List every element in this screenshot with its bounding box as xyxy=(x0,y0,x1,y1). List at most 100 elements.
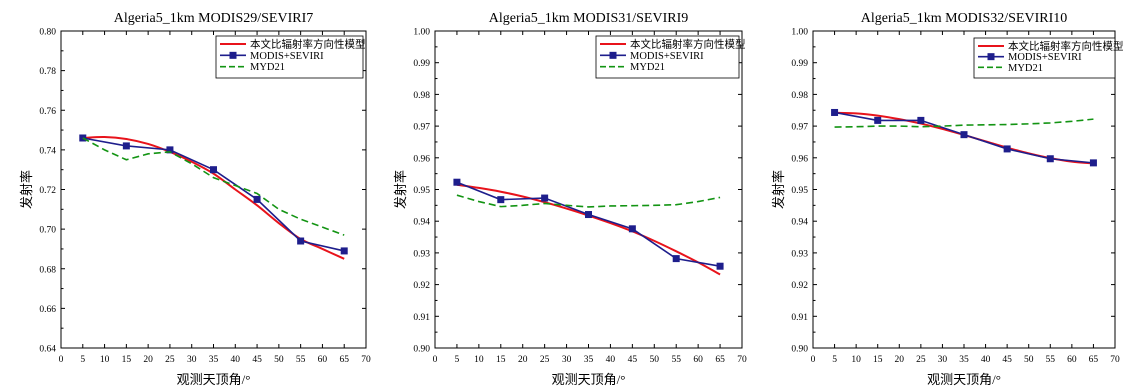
plot-frame xyxy=(812,30,1116,349)
y-tick-label: 0.99 xyxy=(413,59,430,69)
chart-panel-1: Algeria5_1km MODIS29/SEVIRI7 0 5 10 15 20 25 30… xyxy=(19,11,371,387)
x-tick-label: 65 xyxy=(339,355,349,365)
data-point-marker xyxy=(541,194,549,202)
series-line-2 xyxy=(82,137,345,252)
x-tick-label: 40 xyxy=(981,355,991,365)
x-tick-label: 0 xyxy=(811,355,816,365)
y-tick-label: 0.97 xyxy=(413,123,430,133)
y-tick-label: 0.94 xyxy=(413,218,430,228)
y-tick-label: 0.91 xyxy=(791,313,808,323)
x-axis-label: 观测天顶角/° xyxy=(552,372,626,387)
y-tick-label: 0.91 xyxy=(413,313,430,323)
x-tick-label: 0 xyxy=(433,355,438,365)
x-tick-label: 25 xyxy=(916,355,926,365)
data-point-marker xyxy=(1046,155,1054,163)
y-tick-label: 0.74 xyxy=(39,146,56,156)
x-tick-label: 50 xyxy=(274,355,284,365)
x-tick-label: 5 xyxy=(455,355,460,365)
legend-entry: MODIS+SEVIRI xyxy=(250,51,324,62)
legend-entry: MODIS+SEVIRI xyxy=(630,51,704,62)
x-axis-label: 观测天顶角/° xyxy=(177,372,251,387)
data-point-marker xyxy=(122,142,130,150)
y-axis-label: 发射率 xyxy=(19,170,34,209)
data-point-marker xyxy=(166,146,174,154)
legend-entry: MYD21 xyxy=(250,62,285,73)
data-point-marker xyxy=(253,195,261,203)
x-tick-label: 25 xyxy=(540,355,550,365)
y-tick-label: 0.93 xyxy=(413,249,430,259)
x-tick-label: 55 xyxy=(1046,355,1056,365)
x-tick-label: 15 xyxy=(496,355,506,365)
x-tick-label: 45 xyxy=(1002,355,1012,365)
y-axis-label: 发射率 xyxy=(393,170,408,209)
y-tick-label: 0.92 xyxy=(791,281,808,291)
y-tick-label: 1.00 xyxy=(791,28,808,38)
x-tick-label: 55 xyxy=(671,355,681,365)
x-tick-label: 45 xyxy=(252,355,262,365)
series-line-1 xyxy=(82,135,345,260)
y-tick-label: 0.97 xyxy=(791,123,808,133)
x-tick-label: 40 xyxy=(231,355,241,365)
x-tick-label: 65 xyxy=(715,355,725,365)
x-tick-label: 15 xyxy=(122,355,132,365)
data-point-marker xyxy=(1003,145,1011,153)
data-point-marker xyxy=(874,116,882,124)
y-tick-label: 0.64 xyxy=(39,345,56,355)
y-tick-label: 0.98 xyxy=(413,91,430,101)
x-tick-label: 70 xyxy=(1110,355,1120,365)
data-point-marker xyxy=(1089,159,1097,167)
y-tick-label: 0.98 xyxy=(791,91,808,101)
chart-title: Algeria5_1km MODIS31/SEVIRI9 xyxy=(489,11,689,26)
data-point-marker xyxy=(831,108,839,116)
data-point-marker xyxy=(716,262,724,270)
x-tick-label: 0 xyxy=(59,355,64,365)
x-tick-label: 20 xyxy=(895,355,905,365)
legend-entry: MODIS+SEVIRI xyxy=(1008,52,1082,63)
x-tick-label: 20 xyxy=(143,355,153,365)
x-tick-label: 35 xyxy=(584,355,594,365)
y-tick-label: 0.80 xyxy=(39,28,56,38)
data-point-marker xyxy=(585,211,592,219)
x-tick-label: 30 xyxy=(562,355,572,365)
legend-box xyxy=(973,37,1116,79)
legend-marker xyxy=(229,51,237,59)
x-tick-label: 10 xyxy=(100,355,110,365)
x-tick-label: 60 xyxy=(318,355,328,365)
legend-entry: 本文比辐射率方向性模型 xyxy=(630,38,746,51)
y-tick-label: 0.66 xyxy=(39,305,56,315)
data-point-marker xyxy=(628,225,636,233)
plot-frame xyxy=(434,30,743,349)
x-tick-label: 50 xyxy=(650,355,660,365)
chart-panel-3: Algeria5_1km MODIS32/SEVIRI10 0 5 10 15 20 25 3… xyxy=(771,11,1124,387)
y-tick-label: 0.78 xyxy=(39,67,56,77)
x-tick-label: 60 xyxy=(1067,355,1077,365)
data-point-marker xyxy=(210,166,217,174)
y-tick-label: 0.96 xyxy=(791,154,808,164)
data-point-marker xyxy=(960,131,968,139)
x-tick-label: 35 xyxy=(209,355,219,365)
x-tick-label: 10 xyxy=(474,355,484,365)
legend-entry: MYD21 xyxy=(630,62,665,73)
x-tick-label: 15 xyxy=(873,355,883,365)
x-tick-label: 30 xyxy=(187,355,197,365)
y-tick-label: 0.90 xyxy=(791,345,808,355)
x-tick-label: 30 xyxy=(938,355,948,365)
x-tick-label: 20 xyxy=(518,355,528,365)
x-axis-label: 观测天顶角/° xyxy=(927,372,1001,387)
plot-frame xyxy=(60,30,367,349)
data-point-marker xyxy=(672,255,680,263)
x-tick-label: 65 xyxy=(1089,355,1099,365)
y-tick-label: 0.95 xyxy=(791,186,808,196)
legend-entry: 本文比辐射率方向性模型 xyxy=(250,38,366,51)
series-line-3 xyxy=(456,194,721,208)
y-tick-label: 0.99 xyxy=(791,59,808,69)
y-tick-label: 0.68 xyxy=(39,265,56,275)
x-tick-label: 25 xyxy=(165,355,175,365)
legend-entry: 本文比辐射率方向性模型 xyxy=(1008,40,1124,53)
x-tick-label: 5 xyxy=(832,355,837,365)
y-tick-label: 0.92 xyxy=(413,281,430,291)
y-tick-label: 0.72 xyxy=(39,186,56,196)
